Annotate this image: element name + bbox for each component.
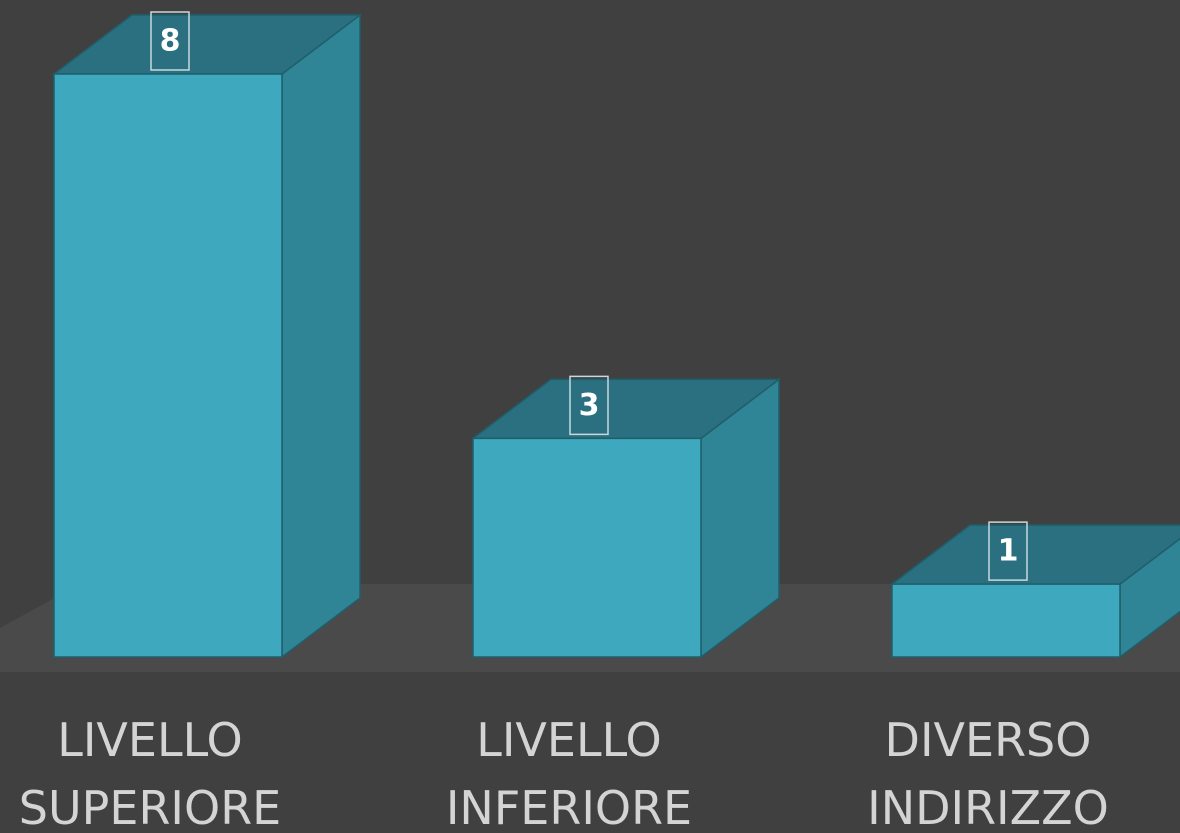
bar-front-face	[472, 437, 702, 658]
bar-2: 3	[470, 375, 782, 659]
data-label: 1	[998, 534, 1019, 569]
data-label: 8	[160, 24, 181, 59]
bar-front-face	[891, 583, 1121, 658]
category-label-line: LIVELLO	[57, 713, 243, 767]
category-label-line: LIVELLO	[476, 713, 662, 767]
data-label-box	[150, 11, 190, 71]
data-label-box	[988, 521, 1028, 581]
category-labels-group: LIVELLO SUPERIORE LIVELLO INFERIORE DIVERSO I…	[19, 713, 1109, 833]
bar-3: 1	[889, 521, 1180, 659]
category-label-line: DIVERSO	[885, 713, 1092, 767]
data-label: 3	[579, 388, 600, 423]
category-label-line: INDIRIZZO	[867, 781, 1109, 828]
category-label-line: SUPERIORE	[19, 781, 281, 828]
bar-1: 8	[51, 11, 363, 659]
category-label-line: INFERIORE	[446, 781, 692, 828]
bars-group: 8 3 1	[51, 11, 1180, 659]
data-label-box	[569, 375, 609, 436]
bar-front-face	[53, 73, 283, 658]
bar-side-face	[281, 13, 361, 659]
